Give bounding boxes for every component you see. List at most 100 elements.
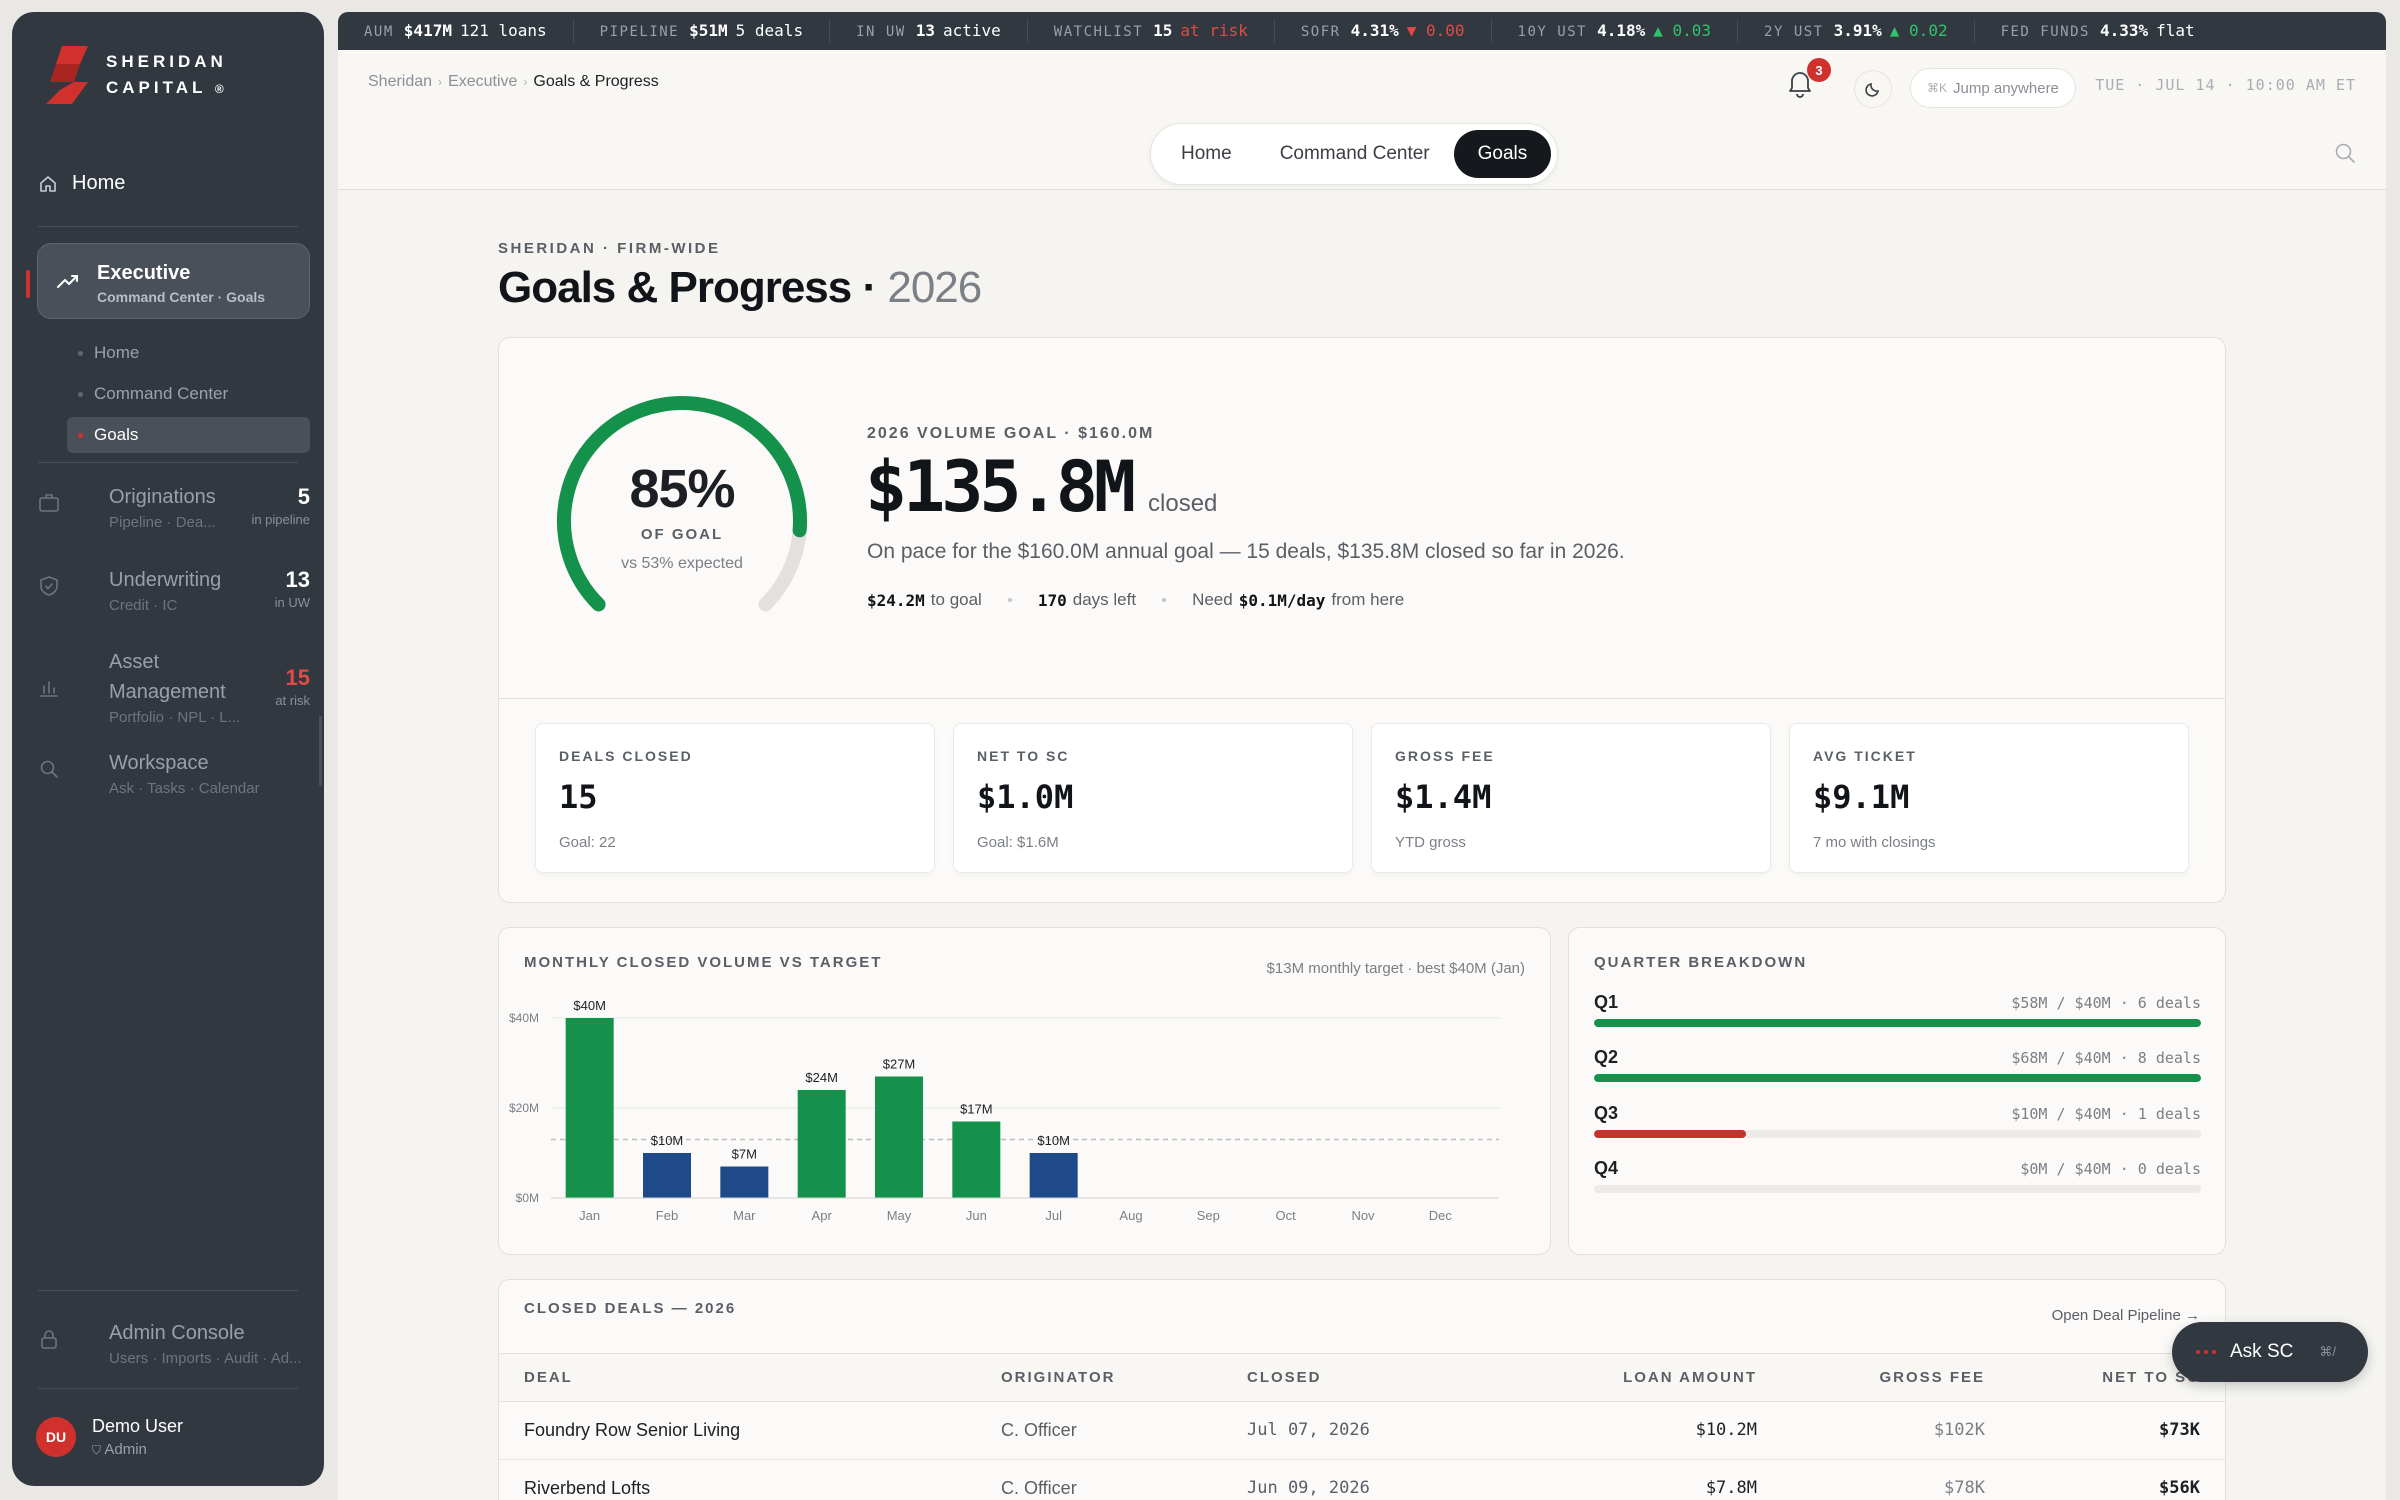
home-icon xyxy=(40,175,56,192)
bar-chart-icon xyxy=(40,681,58,697)
table-row[interactable]: Riverbend Lofts C. Officer Jun 09, 2026 … xyxy=(499,1460,2225,1500)
ticker-value: 4.31% xyxy=(1350,20,1399,40)
breadcrumb-sheridan[interactable]: Sheridan xyxy=(368,73,433,90)
x-tick-label: Nov xyxy=(1351,1208,1375,1223)
subnav-command-center-label: Command Center xyxy=(94,384,229,403)
at-risk-count-label: at risk xyxy=(275,693,310,708)
deal-net-to-sc: $73K xyxy=(2159,1420,2200,1440)
column-header-gross-fee[interactable]: GROSS FEE xyxy=(1879,1369,1985,1386)
quarter-progress-fill xyxy=(1594,1130,1746,1138)
sidebar-item-originations[interactable]: Originations Pipeline · Dea... 5 in pipe… xyxy=(38,482,310,542)
column-header-closed[interactable]: CLOSED xyxy=(1247,1369,1322,1386)
bar-apr[interactable] xyxy=(797,1090,846,1198)
quarter-info: $10M / $40M · 1 deals xyxy=(2011,1105,2201,1123)
sidebar-item-workspace[interactable]: Workspace Ask · Tasks · Calendar xyxy=(38,748,310,808)
pipeline-count-label: in pipeline xyxy=(251,512,310,527)
sidebar-item-sub: Ask · Tasks · Calendar xyxy=(109,780,260,797)
quarter-info: $0M / $40M · 0 deals xyxy=(2020,1160,2201,1178)
x-tick-label: Feb xyxy=(656,1208,678,1223)
subnav-goals[interactable]: Goals xyxy=(67,417,310,453)
briefcase-icon xyxy=(39,494,59,512)
column-header-deal[interactable]: DEAL xyxy=(524,1369,573,1386)
chart-note: $13M monthly target · best $40M (Jan) xyxy=(1266,960,1525,977)
kpi-gross-fee: GROSS FEE $1.4M YTD gross xyxy=(1371,723,1771,873)
bar-feb[interactable] xyxy=(643,1153,691,1198)
quarter-breakdown-title: QUARTER BREAKDOWN xyxy=(1594,954,1808,971)
sidebar-item-home[interactable]: Home xyxy=(38,172,125,195)
quarter-info: $58M / $40M · 6 deals xyxy=(2011,994,2201,1012)
ticker-value: $417M xyxy=(403,20,452,40)
deal-gross-fee: $102K xyxy=(1933,1420,1985,1440)
bullet-icon xyxy=(78,350,83,356)
search-icon[interactable] xyxy=(2334,142,2356,164)
quarter-label: Q2 xyxy=(1594,1047,1619,1067)
sidebar-item-executive-sub: Command Center · Goals xyxy=(97,289,266,305)
kpi-label: DEALS CLOSED xyxy=(559,748,693,764)
theme-toggle[interactable] xyxy=(1854,70,1892,108)
kpi-avg-ticket: AVG TICKET $9.1M 7 mo with closings xyxy=(1789,723,2189,873)
bar-value-label: $7M xyxy=(732,1147,757,1162)
card-divider xyxy=(499,698,2225,699)
bar-value-label: $24M xyxy=(805,1070,838,1085)
ask-sc-button[interactable]: Ask SC ⌘/ xyxy=(2172,1322,2368,1382)
brand-logo[interactable]: SHERIDAN CAPITAL ® xyxy=(42,42,227,108)
tab-goals[interactable]: Goals xyxy=(1453,130,1552,178)
ticker-label: FED FUNDS xyxy=(2000,23,2090,40)
sidebar-item-underwriting[interactable]: Underwriting Credit · IC 13 in UW xyxy=(38,565,310,625)
page-eyebrow: SHERIDAN · FIRM-WIDE xyxy=(498,240,721,257)
bullet-icon xyxy=(78,391,83,397)
x-tick-label: Jan xyxy=(579,1208,600,1223)
user-profile[interactable]: DU Demo User ⛉ Admin xyxy=(36,1416,183,1458)
sidebar-item-label: Originations xyxy=(109,486,216,508)
sidebar-item-executive[interactable]: Executive Command Center · Goals xyxy=(26,243,310,319)
bar-jul[interactable] xyxy=(1029,1153,1078,1198)
market-ticker: AUM $417M 121 loans PIPELINE $51M 5 deals IN… xyxy=(338,12,2386,50)
kpi-sub: Goal: $1.6M xyxy=(977,834,1059,851)
x-tick-label: Apr xyxy=(812,1208,833,1223)
sidebar-scrollbar[interactable] xyxy=(319,716,322,786)
days-left-value: 170 xyxy=(1037,590,1067,610)
breadcrumb: Sheridan › Executive › Goals & Progress xyxy=(368,73,659,91)
bar-value-label: $27M xyxy=(883,1057,916,1072)
gauge-fill xyxy=(557,396,807,612)
ask-sc-label: Ask SC xyxy=(2230,1341,2294,1362)
table-row[interactable]: Foundry Row Senior Living C. Officer Jul… xyxy=(499,1402,2225,1460)
subnav-home[interactable]: Home xyxy=(67,335,310,371)
breadcrumb-executive[interactable]: Executive xyxy=(448,73,518,90)
bar-jun[interactable] xyxy=(952,1121,1001,1199)
search-icon xyxy=(40,760,58,778)
ticker-extra: ▼ 0.00 xyxy=(1406,20,1465,40)
brand-registered-mark: ® xyxy=(214,81,224,96)
sidebar-item-asset-management[interactable]: Asset Management Portfolio · NPL · L... … xyxy=(38,647,310,727)
sidebar: SHERIDAN CAPITAL ® Home Executive Comman… xyxy=(12,12,324,1486)
deal-name[interactable]: Riverbend Lofts xyxy=(524,1478,651,1498)
ticker-item: 10Y UST 4.18% ▲ 0.03 xyxy=(1492,19,1739,43)
bell-icon[interactable] xyxy=(1786,68,1814,98)
tab-home[interactable]: Home xyxy=(1181,143,1232,164)
lock-icon xyxy=(41,1330,57,1349)
jump-anywhere-button[interactable]: ⌘K Jump anywhere xyxy=(1910,68,2076,108)
bar-jan[interactable] xyxy=(565,1018,614,1198)
sidebar-item-sub: Credit · IC xyxy=(109,597,178,614)
column-header-net-to-sc[interactable]: NET TO SC xyxy=(2102,1369,2200,1386)
deal-name[interactable]: Foundry Row Senior Living xyxy=(524,1420,741,1440)
ticker-value: 4.33% xyxy=(2099,20,2149,40)
goal-card: 85% OF GOAL vs 53% expected 2026 VOLUME … xyxy=(498,337,2226,903)
sidebar-item-admin-console[interactable]: Admin Console Users · Imports · Audit · … xyxy=(38,1318,310,1378)
kpi-label: GROSS FEE xyxy=(1395,748,1495,764)
column-header-originator[interactable]: ORIGINATOR xyxy=(1001,1369,1116,1386)
tab-command-center[interactable]: Command Center xyxy=(1279,143,1430,164)
bar-may[interactable] xyxy=(875,1076,923,1199)
kbd-shortcut: ⌘/ xyxy=(2319,1344,2336,1359)
column-header-loan-amount[interactable]: LOAN AMOUNT xyxy=(1623,1369,1757,1386)
open-deal-pipeline-link[interactable]: Open Deal Pipeline → xyxy=(2051,1307,2200,1324)
volume-closed-label: closed xyxy=(1148,490,1218,517)
quarter-breakdown-card: QUARTER BREAKDOWN Q1 $58M / $40M · 6 dea… xyxy=(1568,927,2226,1255)
subnav-command-center[interactable]: Command Center xyxy=(67,376,310,412)
bar-mar[interactable] xyxy=(720,1166,769,1199)
need-label: Need xyxy=(1192,590,1233,609)
quarter-label: Q4 xyxy=(1594,1158,1619,1178)
ticker-label: WATCHLIST xyxy=(1053,23,1144,40)
quarter-progress-fill xyxy=(1594,1074,2201,1082)
brand-name-line2: CAPITAL xyxy=(106,77,207,97)
